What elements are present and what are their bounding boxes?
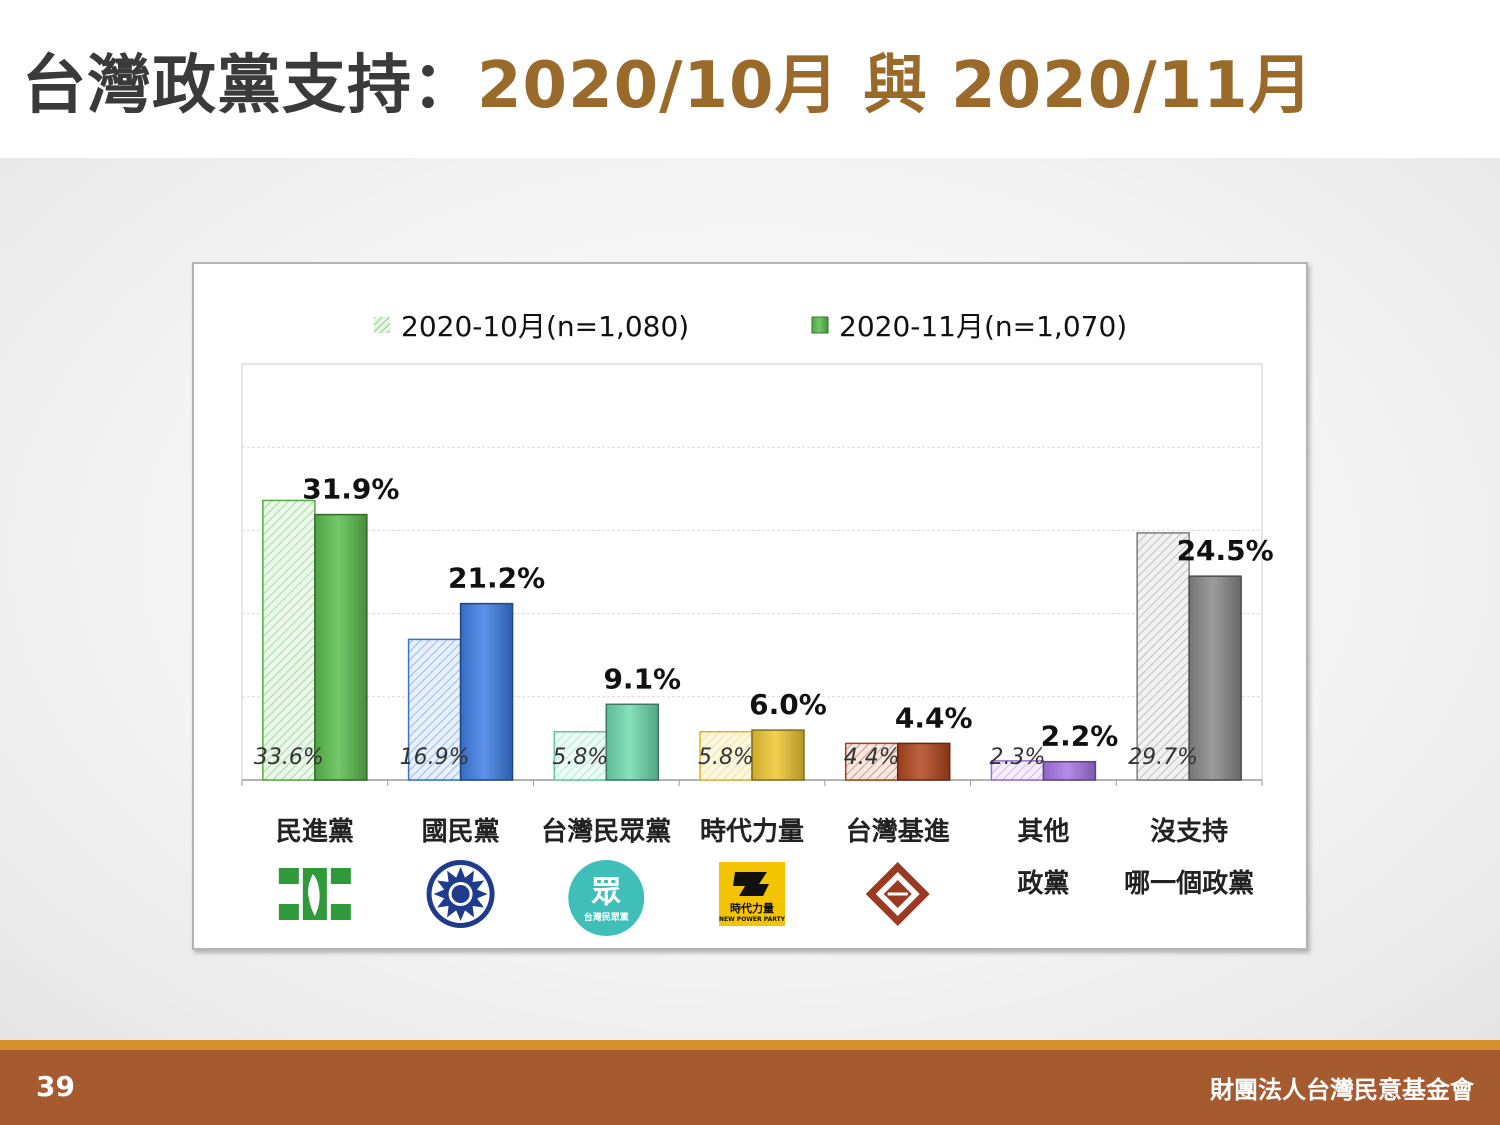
bar-oct-0: [262, 499, 316, 781]
dpp-logo-icon: [278, 868, 351, 920]
bar-nov-3: [751, 729, 805, 781]
category-label: 哪一個政黨: [1124, 868, 1254, 899]
bar-oct-6: [1136, 532, 1190, 781]
category-label: 民進黨: [276, 817, 354, 847]
bar-nov-4: [896, 742, 951, 781]
data-label-nov: 9.1%: [603, 662, 681, 695]
category-label: 台灣基進: [846, 816, 950, 847]
data-label-nov: 2.2%: [1041, 720, 1119, 753]
page-title: 台灣政黨支持：2020/10月 與 2020/11月: [22, 34, 1314, 126]
bars: [262, 499, 1242, 781]
bar-nov-5: [1042, 760, 1097, 781]
data-label-nov: 6.0%: [749, 688, 827, 721]
title-bar: 台灣政黨支持：2020/10月 與 2020/11月: [0, 0, 1500, 158]
title-accent: 2020/10月 與 2020/11月: [477, 49, 1314, 123]
data-labels: 33.6% 31.9% 16.9% 21.2% 5.8% 9.1% 5.8% 6.0% 4.4%…: [254, 473, 1274, 770]
footer-bar: 39 財團法人台灣民意基金會: [0, 1050, 1500, 1125]
legend-label-nov: 2020-11月(n=1,070): [839, 310, 1127, 343]
data-label-oct: 29.7%: [1128, 745, 1198, 770]
category-label: 其他: [1017, 817, 1069, 847]
tpp-logo-sub: 台灣民眾黨: [584, 911, 629, 923]
title-prefix: 台灣政黨支持：: [22, 49, 477, 123]
data-label-nov: 21.2%: [448, 562, 545, 595]
bar-oct-2: [553, 730, 608, 781]
category-label: 台灣民眾黨: [541, 816, 671, 847]
data-label-oct: 4.4%: [844, 745, 900, 770]
legend-swatch-nov: [811, 316, 829, 334]
gridlines: [242, 446, 1262, 698]
page-number: 39: [36, 1070, 75, 1103]
bar-nov-1: [459, 602, 514, 781]
data-label-nov: 31.9%: [302, 473, 399, 506]
chart-frame: 2020-10月(n=1,080) 2020-11月(n=1,070) 33.6% 3…: [192, 262, 1308, 950]
x-axis-ticks: [241, 780, 1263, 786]
category-label: 政黨: [1017, 868, 1069, 899]
chart-legend: 2020-10月(n=1,080) 2020-11月(n=1,070): [374, 310, 1127, 343]
data-label-oct: 5.8%: [552, 745, 608, 770]
data-label-nov: 4.4%: [895, 701, 973, 734]
legend-label-oct: 2020-10月(n=1,080): [401, 310, 689, 343]
data-label-oct: 5.8%: [698, 745, 754, 770]
tpp-logo-text: 眾: [590, 875, 621, 910]
data-label-nov: 24.5%: [1177, 534, 1274, 567]
organization-name: 財團法人台灣民意基金會: [1210, 1076, 1474, 1104]
data-label-oct: 16.9%: [400, 745, 470, 770]
npp-logo-sub: NEW POWER PARTY: [719, 916, 786, 923]
legend-swatch-oct: [374, 317, 390, 333]
category-label: 時代力量: [700, 817, 804, 847]
data-label-oct: 2.3%: [989, 745, 1045, 770]
bar-oct-3: [699, 730, 753, 781]
category-label: 國民黨: [422, 817, 500, 847]
npp-logo-text: 時代力量: [730, 901, 774, 915]
data-label-oct: 33.6%: [254, 745, 324, 770]
kmt-logo-icon: [426, 860, 495, 928]
bar-chart: 2020-10月(n=1,080) 2020-11月(n=1,070)33.6%3…: [241, 310, 1274, 936]
category-label: 沒支持: [1150, 817, 1228, 847]
bar-nov-2: [605, 703, 660, 781]
bar-nov-0: [314, 513, 368, 781]
tsp-logo-icon: [865, 862, 930, 926]
bar-oct-4: [844, 742, 899, 781]
footer-accent-line: [0, 1040, 1500, 1050]
bar-nov-6: [1188, 575, 1242, 781]
